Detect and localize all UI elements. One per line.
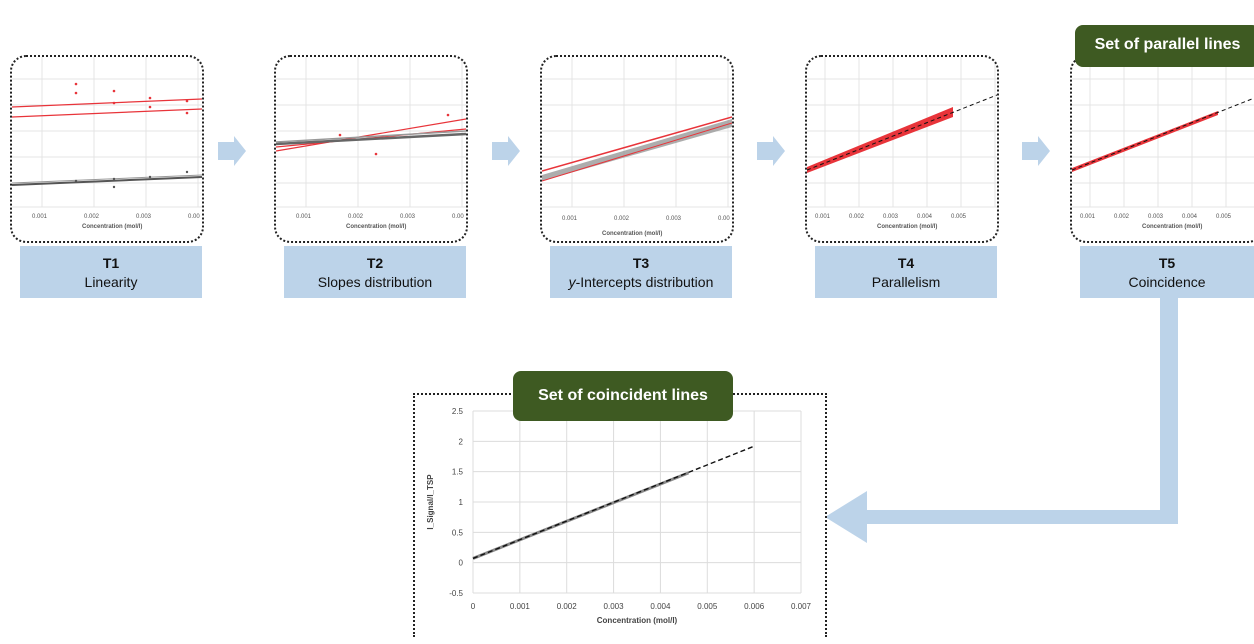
tick-label: 0.00 xyxy=(188,214,200,220)
mini-chart-t2: 0.001 0.002 0.003 0.00 Concentration (mo… xyxy=(276,57,466,230)
tick-label: 0.00 xyxy=(452,214,464,220)
tick-label: 0.003 xyxy=(400,214,416,220)
step-name: y-Intercepts distribution xyxy=(550,272,732,292)
step-name-italic: y xyxy=(568,274,576,290)
step-name: Linearity xyxy=(84,274,138,290)
mini-chart-t4: 0.001 0.002 0.003 0.004 0.005 Concentrat… xyxy=(807,57,997,230)
parallel-lines-banner: Set of parallel lines xyxy=(1075,25,1254,67)
tick-label: 0.002 xyxy=(1114,214,1130,220)
x-tick-label: 0.003 xyxy=(604,602,625,611)
tick-label: 0.002 xyxy=(348,214,364,220)
arrow-right-icon xyxy=(492,136,520,166)
chart-frame-t1: 0.001 0.002 0.003 0.00 Concentration (mo… xyxy=(10,55,204,243)
chart-frame-t4: 0.001 0.002 0.003 0.004 0.005 Concentrat… xyxy=(805,55,999,243)
x-axis-label: Concentration (mol/l) xyxy=(346,224,406,230)
x-tick-label: 0.007 xyxy=(791,602,812,611)
tick-label: 0.00 xyxy=(718,216,730,222)
tick-label: 0.001 xyxy=(562,216,578,222)
chart-frame-t2: 0.001 0.002 0.003 0.00 Concentration (mo… xyxy=(274,55,468,243)
tick-label: 0.003 xyxy=(666,216,682,222)
coincident-chart: -0.5 0 0.5 1 1.5 2 2.5 0 0.001 0.002 0.003 0.004 0.0… xyxy=(426,407,812,625)
mini-chart-t1: 0.001 0.002 0.003 0.00 Concentration (mo… xyxy=(12,57,202,230)
arrow-right-icon xyxy=(1022,136,1050,166)
tick-label: 0.001 xyxy=(296,214,312,220)
y-tick-label: 0.5 xyxy=(452,528,464,537)
tick-label: 0.005 xyxy=(951,214,967,220)
tick-label: 0.005 xyxy=(1216,214,1232,220)
y-tick-label: -0.5 xyxy=(449,589,463,598)
x-tick-label: 0.001 xyxy=(510,602,531,611)
y-tick-label: 1 xyxy=(459,498,464,507)
tick-label: 0.001 xyxy=(815,214,831,220)
tick-label: 0.002 xyxy=(614,216,630,222)
x-axis-label: Concentration (mol/l) xyxy=(877,224,937,230)
tick-label: 0.002 xyxy=(849,214,865,220)
series-line-dashed xyxy=(472,445,755,560)
step-code: T2 xyxy=(366,255,384,271)
tick-label: 0.002 xyxy=(84,214,100,220)
step-label-t2: T2 Slopes distribution xyxy=(284,246,466,298)
step-label-t1: T1 Linearity xyxy=(20,246,202,298)
x-tick-label: 0.002 xyxy=(557,602,578,611)
tick-label: 0.003 xyxy=(883,214,899,220)
x-axis-label: Concentration (mol/l) xyxy=(1142,224,1202,230)
step-label-t4: T4 Parallelism xyxy=(815,246,997,298)
y-tick-label: 2.5 xyxy=(452,407,464,416)
mini-chart-t5: 0.001 0.002 0.003 0.004 0.005 Concentrat… xyxy=(1072,57,1254,230)
x-tick-label: 0.005 xyxy=(697,602,718,611)
step-code: T4 xyxy=(897,255,915,271)
y-tick-label: 2 xyxy=(459,437,464,446)
arrow-right-icon xyxy=(218,136,246,166)
y-tick-label: 1.5 xyxy=(452,468,464,477)
x-tick-label: 0.004 xyxy=(650,602,671,611)
x-axis-label: Concentration (mol/l) xyxy=(597,616,678,625)
step-name: Coincidence xyxy=(1128,274,1206,290)
tick-label: 0.001 xyxy=(32,214,48,220)
step-code: T3 xyxy=(632,255,650,271)
arrow-right-icon xyxy=(757,136,785,166)
step-name: Parallelism xyxy=(871,274,941,290)
step-name-rest: -Intercepts distribution xyxy=(575,274,714,290)
step-label-t5: T5 Coincidence xyxy=(1080,246,1254,298)
coincident-chart-frame: -0.5 0 0.5 1 1.5 2 2.5 0 0.001 0.002 0.003 0.004 0.0… xyxy=(413,393,827,637)
chart-frame-t5: 0.001 0.002 0.003 0.004 0.005 Concentrat… xyxy=(1070,55,1254,243)
step-name: Slopes distribution xyxy=(317,274,433,290)
tick-label: 0.004 xyxy=(1182,214,1198,220)
step-label-t3: T3 y-Intercepts distribution xyxy=(550,246,732,298)
mini-chart-t3: 0.001 0.002 0.003 0.00 Concentration (mo… xyxy=(542,57,732,237)
tick-label: 0.004 xyxy=(917,214,933,220)
return-arrow-icon xyxy=(825,298,1178,543)
tick-label: 0.003 xyxy=(136,214,152,220)
chart-frame-t3: 0.001 0.002 0.003 0.00 Concentration (mo… xyxy=(540,55,734,243)
x-axis-label: Concentration (mol/l) xyxy=(602,231,662,237)
step-code: T1 xyxy=(102,255,120,271)
x-tick-label: 0 xyxy=(471,602,476,611)
y-axis-label: I_Signal/I_TSP xyxy=(426,474,435,530)
tick-label: 0.003 xyxy=(1148,214,1164,220)
tick-label: 0.001 xyxy=(1080,214,1096,220)
step-code: T5 xyxy=(1158,255,1176,271)
y-tick-label: 0 xyxy=(459,559,464,568)
x-tick-label: 0.006 xyxy=(744,602,765,611)
coincident-lines-banner: Set of coincident lines xyxy=(513,371,733,421)
x-axis-label: Concentration (mol/l) xyxy=(82,224,142,230)
